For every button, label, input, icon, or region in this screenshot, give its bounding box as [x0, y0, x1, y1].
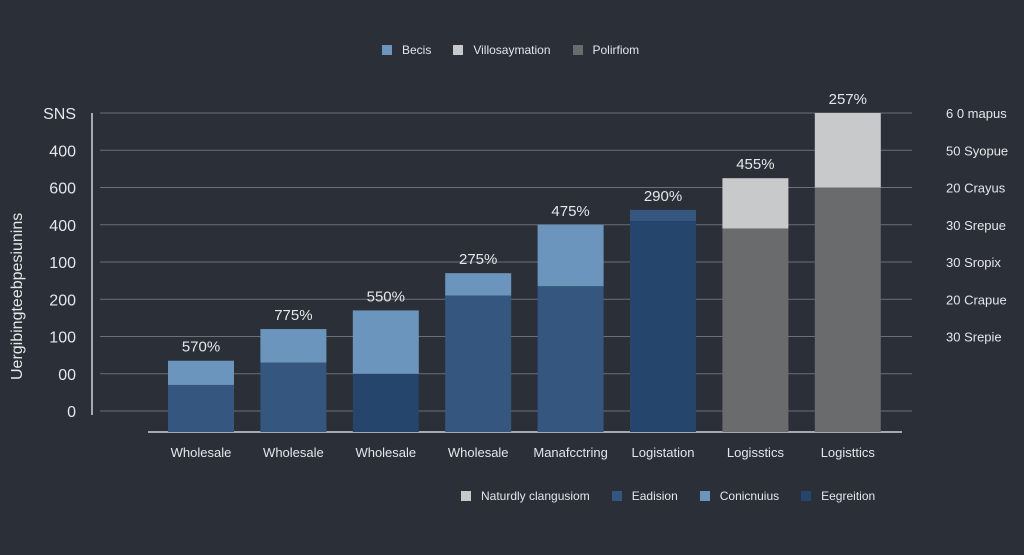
- bar-segment-bottom: [630, 221, 696, 432]
- x-tick-label: Manafcctring: [533, 445, 607, 460]
- y-tick-label: 600: [49, 181, 76, 198]
- x-tick-label: Logistation: [632, 445, 695, 460]
- bar-value-label: 775%: [274, 307, 312, 324]
- legend-item: Villosaymation: [453, 43, 551, 57]
- y-tick-label: 100: [49, 330, 76, 347]
- right-axis-label: 30 Srepie: [946, 330, 1002, 345]
- legend-bottom: Naturdly clangusiom Eadision Conicnuius Eeg…: [461, 489, 897, 503]
- right-axis-label: 30 Sropix: [946, 255, 1001, 270]
- legend-label: Eadision: [631, 489, 678, 503]
- legend-swatch: [611, 491, 622, 501]
- legend-swatch: [382, 45, 392, 55]
- y-tick-label: 200: [49, 292, 76, 309]
- legend-top: Becis Villosaymation Polirfiom: [382, 43, 661, 57]
- right-axis-label: 50 Syopue: [946, 143, 1008, 158]
- y-tick-label: 400: [49, 218, 76, 235]
- bar-segment-top: [260, 329, 327, 363]
- bar-segment-top: [168, 360, 234, 385]
- x-tick-label: Wholesale: [448, 445, 509, 460]
- y-tick-label: 00: [58, 367, 76, 384]
- bar-segment-bottom: [260, 362, 327, 432]
- x-tick-label: Wholesale: [355, 445, 416, 460]
- legend-item: Polirfiom: [572, 43, 640, 57]
- y-axis-label: Uergibingteebpesiunins: [9, 212, 26, 380]
- bar-segment-top: [630, 209, 696, 222]
- legend-label: Naturdly clangusiom: [481, 489, 590, 503]
- legend-swatch: [699, 491, 710, 501]
- x-tick-label: Wholesale: [263, 445, 324, 460]
- bar-value-label: 275%: [459, 251, 497, 268]
- bar-value-label: 257%: [829, 91, 867, 108]
- y-tick-label: 100: [49, 255, 76, 272]
- bar-segment-top: [352, 310, 419, 374]
- bar-segment-top: [814, 113, 881, 188]
- bar-value-label: 475%: [551, 203, 589, 220]
- legend-label: Conicnuius: [719, 489, 780, 503]
- x-tick-label: Wholesale: [171, 445, 232, 460]
- y-tick-label: SNS: [43, 106, 76, 123]
- bar-value-label: 290%: [644, 188, 682, 205]
- bar-segment-top: [445, 273, 512, 296]
- legend-item: Naturdly clangusiom: [461, 489, 590, 503]
- bar-segment-top: [537, 224, 604, 287]
- legend-swatch: [801, 491, 812, 501]
- legend-label: Becis: [402, 43, 432, 57]
- legend-item: Eadision: [611, 489, 678, 503]
- right-axis-label: 20 Crayus: [946, 181, 1006, 196]
- bar-segment-bottom: [814, 187, 881, 432]
- x-tick-label: Logisttics: [821, 445, 876, 460]
- x-tick-label: Logisstics: [727, 445, 785, 460]
- bar-value-label: 550%: [367, 288, 405, 305]
- bar-value-label: 570%: [182, 339, 220, 356]
- bar-segment-bottom: [445, 295, 512, 432]
- legend-swatch: [461, 491, 471, 501]
- bar-value-label: 455%: [736, 156, 774, 173]
- legend-item: Eegreition: [801, 489, 875, 503]
- y-tick-label: 0: [67, 404, 76, 421]
- right-axis-label: 20 Crapue: [946, 292, 1007, 307]
- legend-label: Polirfiom: [592, 43, 640, 57]
- bar-segment-bottom: [537, 286, 604, 432]
- legend-item: Becis: [382, 43, 431, 57]
- y-tick-label: 400: [49, 143, 76, 160]
- legend-swatch: [572, 45, 583, 55]
- bar-segment-bottom: [168, 384, 234, 432]
- bar-segment-bottom: [352, 373, 419, 432]
- bar-segment-top: [722, 178, 789, 229]
- bar-segment-bottom: [722, 228, 789, 432]
- legend-item: Conicnuius: [699, 489, 780, 503]
- right-axis-label: 30 Srepue: [946, 218, 1006, 233]
- right-axis-label: 6 0 mapus: [946, 106, 1007, 121]
- legend-label: Eegreition: [821, 489, 876, 503]
- legend-swatch: [453, 45, 464, 55]
- legend-label: Villosaymation: [473, 43, 551, 57]
